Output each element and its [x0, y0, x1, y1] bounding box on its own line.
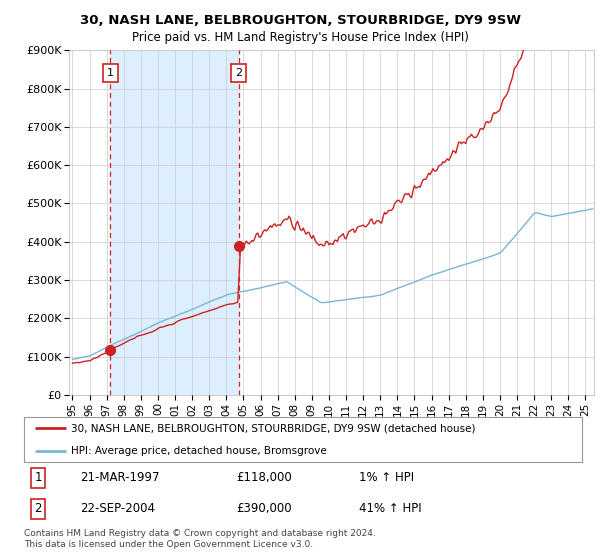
Text: 30, NASH LANE, BELBROUGHTON, STOURBRIDGE, DY9 9SW: 30, NASH LANE, BELBROUGHTON, STOURBRIDGE… [79, 14, 521, 27]
Text: Contains HM Land Registry data © Crown copyright and database right 2024.
This d: Contains HM Land Registry data © Crown c… [24, 529, 376, 549]
Text: £390,000: £390,000 [236, 502, 292, 515]
Text: HPI: Average price, detached house, Bromsgrove: HPI: Average price, detached house, Brom… [71, 446, 327, 456]
Text: 2: 2 [34, 502, 42, 515]
Text: Price paid vs. HM Land Registry's House Price Index (HPI): Price paid vs. HM Land Registry's House … [131, 31, 469, 44]
Text: 1: 1 [107, 68, 114, 78]
Text: £118,000: £118,000 [236, 471, 292, 484]
Text: 1% ↑ HPI: 1% ↑ HPI [359, 471, 414, 484]
Text: 2: 2 [235, 68, 242, 78]
Text: 21-MAR-1997: 21-MAR-1997 [80, 471, 160, 484]
Text: 30, NASH LANE, BELBROUGHTON, STOURBRIDGE, DY9 9SW (detached house): 30, NASH LANE, BELBROUGHTON, STOURBRIDGE… [71, 423, 476, 433]
Text: 1: 1 [34, 471, 42, 484]
Text: 41% ↑ HPI: 41% ↑ HPI [359, 502, 421, 515]
Bar [110, 50, 239, 395]
Text: 22-SEP-2004: 22-SEP-2004 [80, 502, 155, 515]
